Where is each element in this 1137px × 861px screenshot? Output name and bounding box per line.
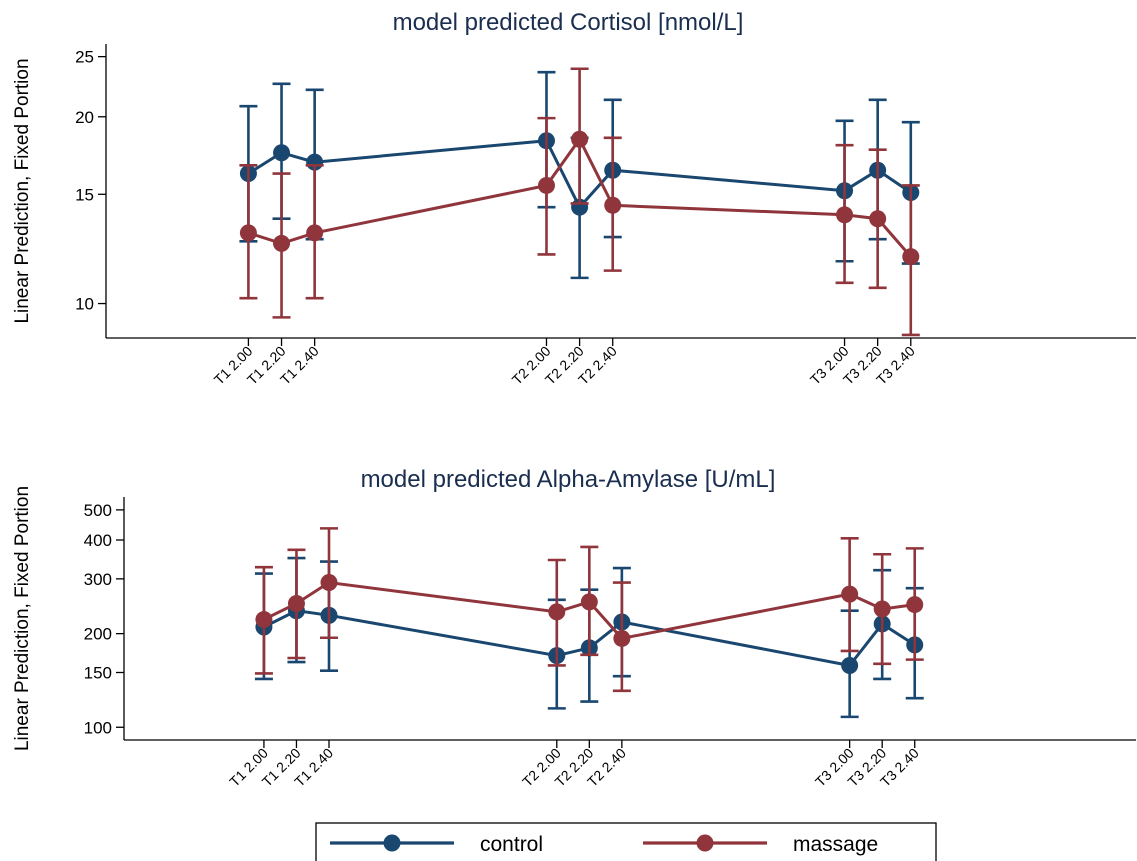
y-tick-label: 300 (84, 570, 112, 589)
data-point (287, 594, 305, 612)
data-point (613, 629, 631, 647)
data-point (273, 234, 291, 252)
data-point (869, 210, 887, 228)
data-point (580, 593, 598, 611)
data-point (571, 130, 589, 148)
y-tick-label: 200 (84, 625, 112, 644)
data-point (548, 603, 566, 621)
y-tick-label: 400 (84, 531, 112, 550)
chart-title: model predicted Cortisol [nmol/L] (393, 9, 744, 36)
y-axis-label: Linear Prediction, Fixed Portion (12, 58, 33, 323)
cortisol-panel: model predicted Cortisol [nmol/L] Linear … (12, 9, 1136, 388)
data-point (902, 248, 920, 266)
data-point (873, 600, 891, 618)
y-tick-label: 100 (84, 718, 112, 737)
y-tick-label: 500 (84, 501, 112, 520)
amylase-panel: model predicted Alpha-Amylase [U/mL] Line… (12, 466, 1136, 790)
data-point (255, 611, 273, 629)
series-massage (239, 67, 920, 337)
y-tick-label: 20 (75, 108, 94, 127)
legend: control massage (315, 822, 937, 861)
data-point (841, 656, 859, 674)
legend-label-control: control (480, 833, 543, 856)
data-point (906, 596, 924, 614)
data-point (604, 196, 622, 214)
data-point (320, 574, 338, 592)
y-tick-label: 150 (84, 663, 112, 682)
legend-label-massage: massage (793, 833, 878, 856)
data-point (537, 176, 555, 194)
y-axis-label: Linear Prediction, Fixed Portion (12, 486, 33, 751)
data-point (836, 206, 854, 224)
data-point (306, 224, 324, 242)
series-massage (254, 527, 924, 693)
data-point (841, 585, 859, 603)
legend-marker-control (383, 834, 401, 852)
chart-title: model predicted Alpha-Amylase [U/mL] (361, 466, 776, 493)
data-point (273, 144, 291, 162)
data-point (239, 224, 257, 242)
y-tick-label: 10 (75, 295, 94, 314)
y-tick-label: 15 (75, 185, 94, 204)
legend-marker-massage (696, 834, 714, 852)
y-tick-label: 25 (75, 48, 94, 67)
